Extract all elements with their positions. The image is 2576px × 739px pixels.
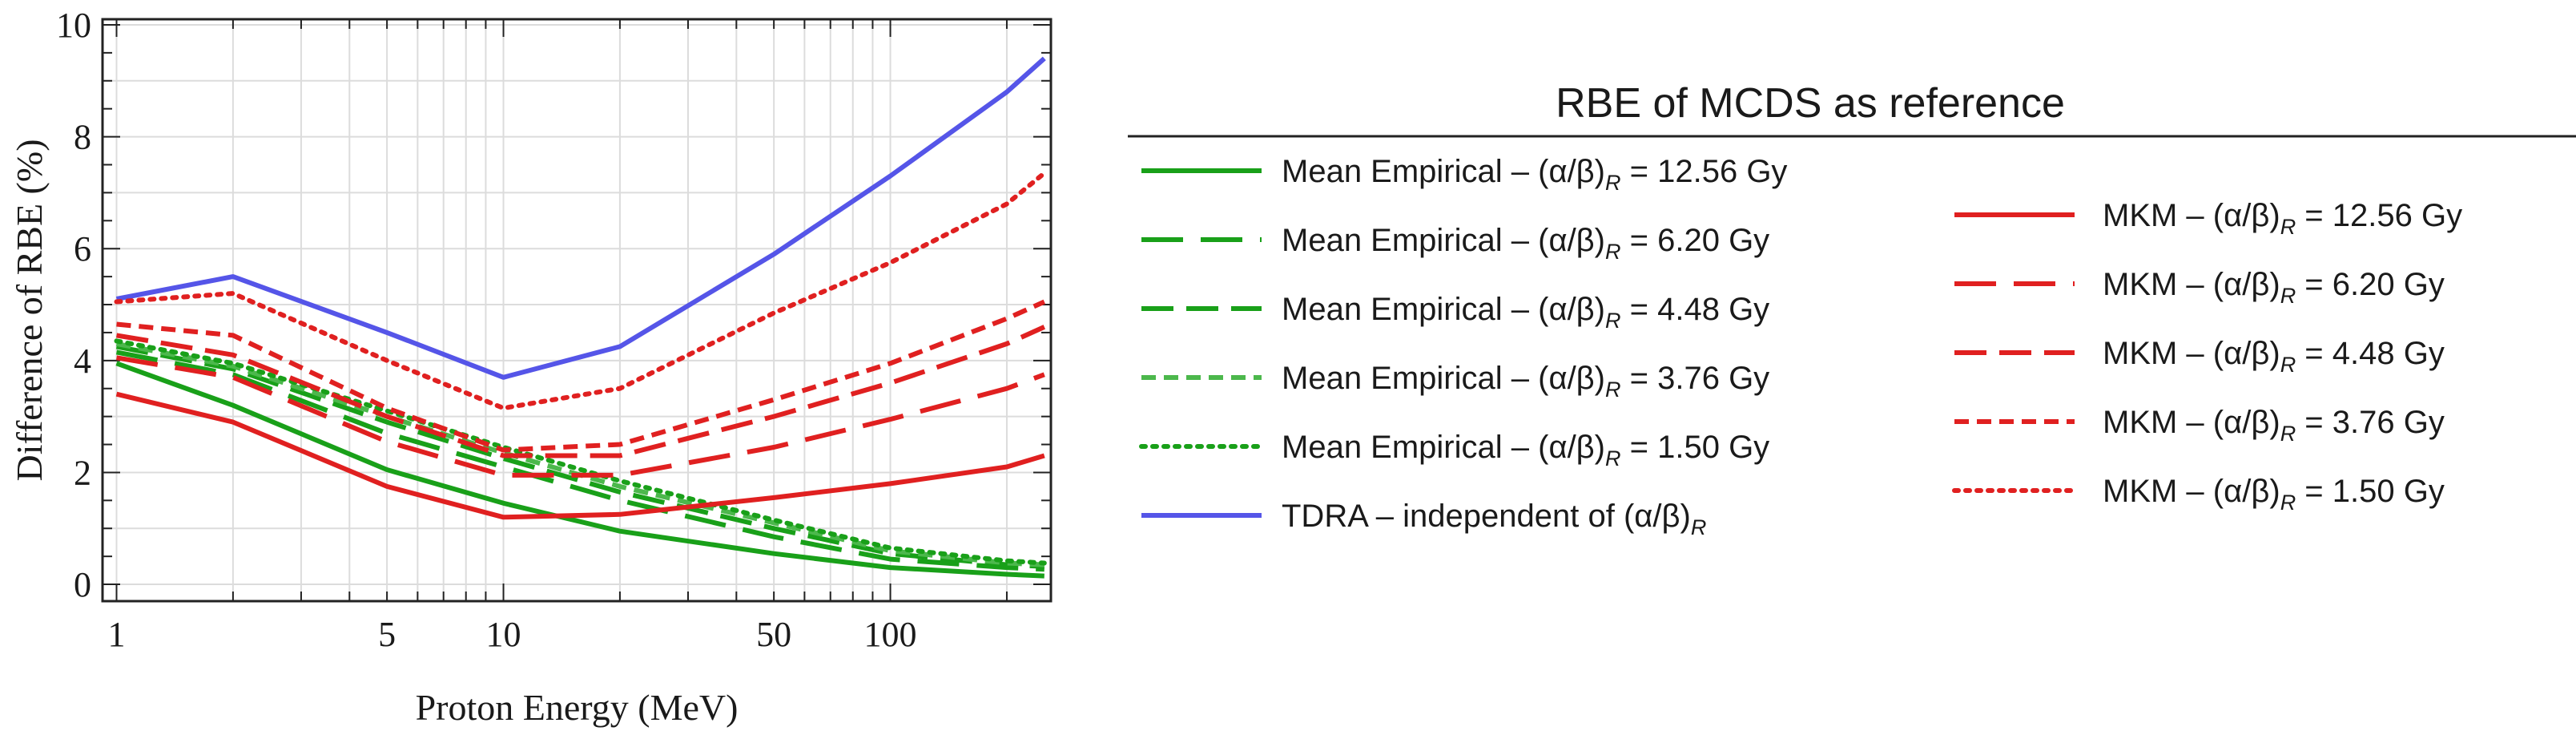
legend-label: Mean Empirical – (α/β)R = 12.56 Gy [1282,154,1787,195]
legend-label-value: = 6.20 Gy [1621,223,1770,258]
legend-label-main: MKM – (α/β) [2103,405,2280,440]
legend-label-value: = 3.76 Gy [1621,361,1770,396]
legend-label-main: TDRA – independent of (α/β) [1282,499,1691,534]
x-tick-label: 10 [486,615,521,654]
legend-label: MKM – (α/β)R = 6.20 Gy [2103,267,2445,308]
legend-label-subscript: R [2280,491,2296,515]
series-lines [114,56,1047,579]
y-tick-label: 8 [74,118,91,157]
axes: 1 5 10 50 100 0 2 4 6 8 10 [56,6,1051,654]
series-line-mkm-4-48 [116,325,1046,458]
legend-label: MKM – (α/β)R = 1.50 Gy [2103,474,2445,515]
plot-frame [101,18,1053,603]
x-tick-label: 5 [378,615,396,654]
legend-entry: Mean Empirical – (α/β)R = 1.50 Gy [1139,430,1769,470]
legend-label-main: MKM – (α/β) [2103,474,2280,509]
legend-label: Mean Empirical – (α/β)R = 1.50 Gy [1282,430,1769,470]
y-tick-label: 0 [74,565,91,604]
legend-label: Mean Empirical – (α/β)R = 3.76 Gy [1282,361,1769,402]
legend-label-value: = 1.50 Gy [1621,430,1770,465]
legend-label: Mean Empirical – (α/β)R = 4.48 Gy [1282,292,1769,333]
legend-label-subscript: R [2280,353,2296,377]
legend-label-subscript: R [2280,422,2296,446]
legend-label-main: Mean Empirical – (α/β) [1282,430,1605,465]
legend-label-subscript: R [2280,284,2296,308]
legend-label-main: Mean Empirical – (α/β) [1282,292,1605,327]
legend-label: MKM – (α/β)R = 4.48 Gy [2103,336,2445,377]
legend-label: MKM – (α/β)R = 12.56 Gy [2103,198,2462,239]
legend-label-main: MKM – (α/β) [2103,198,2280,233]
legend-label-value: = 1.50 Gy [2296,474,2445,509]
legend-label: Mean Empirical – (α/β)R = 6.20 Gy [1282,223,1769,264]
legend-entry: Mean Empirical – (α/β)R = 12.56 Gy [1141,154,1787,195]
legend-entry: TDRA – independent of (α/β)R [1141,499,1706,539]
series-line-me-12-56 [115,361,1044,579]
legend-label-subscript: R [1605,378,1621,402]
legend-entry: MKM – (α/β)R = 4.48 Gy [1954,336,2445,377]
legend-entry: Mean Empirical – (α/β)R = 6.20 Gy [1141,223,1769,264]
legend-label-subscript: R [2280,215,2296,239]
legend-entry: MKM – (α/β)R = 3.76 Gy [1954,405,2445,446]
grid [103,19,1051,601]
legend-title: RBE of MCDS as reference [1556,80,2065,127]
legend-label-subscript: R [1605,446,1621,470]
legend-label-main: Mean Empirical – (α/β) [1282,223,1605,258]
legend-label-main: MKM – (α/β) [2103,267,2280,302]
x-tick-label: 100 [864,615,917,654]
legend-label-main: Mean Empirical – (α/β) [1282,361,1605,396]
legend-label-value: = 4.48 Gy [2296,336,2445,371]
series-line-mkm-3-76 [116,299,1046,453]
legend-label-main: Mean Empirical – (α/β) [1282,154,1605,189]
legend-label-value: = 4.48 Gy [1621,292,1770,327]
legend-label-main: MKM – (α/β) [2103,336,2280,371]
x-axis-title: Proton Energy (MeV) [416,687,739,728]
y-tick-label: 6 [74,229,91,269]
legend-label-subscript: R [1691,515,1707,539]
legend-label-value: = 12.56 Gy [1621,154,1788,189]
legend-label-value: = 3.76 Gy [2296,405,2445,440]
legend-entry: Mean Empirical – (α/β)R = 4.48 Gy [1141,292,1769,333]
legend-label-subscript: R [1605,240,1621,264]
legend-entry: MKM – (α/β)R = 1.50 Gy [1952,474,2445,515]
y-axis-title: Difference of RBE (%) [9,139,50,481]
series-line-mkm-12-56 [115,391,1045,520]
legend-label: TDRA – independent of (α/β)R [1282,499,1706,539]
x-tick-label: 50 [756,615,791,654]
x-tick-label: 1 [107,615,125,654]
legend-label-value: = 6.20 Gy [2296,267,2445,302]
legend-label-value: = 12.56 Gy [2296,198,2462,233]
legend-label-subscript: R [1605,171,1621,195]
series-line-mkm-1-50 [114,171,1047,411]
legend-label-subscript: R [1605,309,1621,333]
y-tick-label: 10 [56,6,91,45]
y-tick-label: 2 [74,453,91,492]
legend-entry: Mean Empirical – (α/β)R = 3.76 Gy [1141,361,1769,402]
legend-entry: MKM – (α/β)R = 6.20 Gy [1954,267,2445,308]
legend-label: MKM – (α/β)R = 3.76 Gy [2103,405,2445,446]
y-tick-label: 4 [74,341,91,381]
series-line-me-3-76 [115,341,1044,567]
series-line-me-1-50 [114,338,1047,566]
series-line-tdra [115,56,1046,380]
legend-entry: MKM – (α/β)R = 12.56 Gy [1954,198,2462,239]
